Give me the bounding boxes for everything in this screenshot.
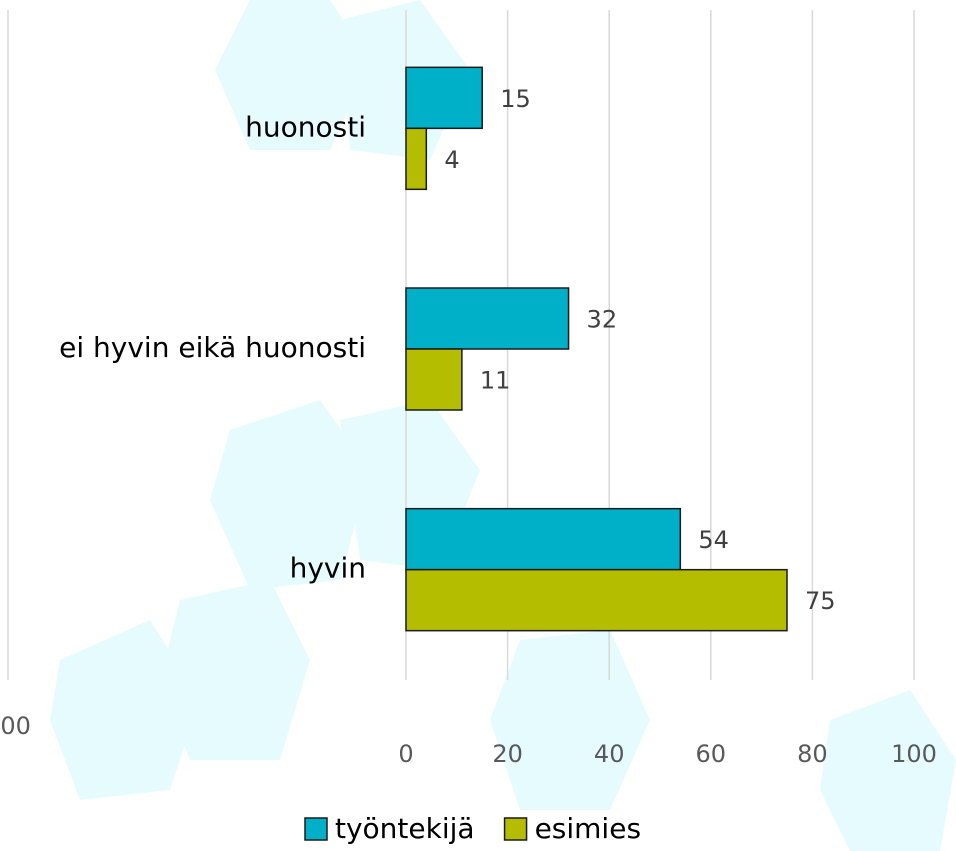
bar [406, 349, 462, 410]
legend-swatch [305, 818, 327, 840]
y-tick-label: huonosti [245, 110, 366, 143]
data-label: 15 [500, 85, 531, 113]
x-tick-label: 0 [398, 740, 413, 768]
page: 100 0 20 40 60 80 100 huonosti 15 4 ei hyvin eikä … [0, 0, 956, 851]
y-tick-label: ei hyvin eikä huonosti [59, 331, 366, 364]
data-label: 54 [698, 526, 729, 554]
data-label: 32 [587, 306, 618, 334]
bar [406, 570, 787, 631]
legend-label: työntekijä [335, 812, 475, 845]
background-hexagons [50, 0, 956, 851]
x-tick-label: 80 [797, 740, 828, 768]
x-tick-label: 100 [0, 712, 31, 740]
data-label: 75 [805, 587, 836, 615]
y-tick-label: hyvin [290, 552, 366, 585]
legend-label: esimies [535, 812, 641, 845]
bar [406, 128, 426, 189]
data-label: 11 [480, 367, 511, 395]
x-tick-label: 100 [891, 740, 937, 768]
bar [406, 288, 569, 349]
data-label: 4 [444, 146, 459, 174]
chart: 100 0 20 40 60 80 100 huonosti 15 4 ei hyvin eikä … [0, 0, 956, 851]
legend-swatch [505, 818, 527, 840]
x-tick-label: 20 [492, 740, 523, 768]
x-tick-label: 60 [696, 740, 727, 768]
x-tick-label: 40 [594, 740, 625, 768]
bar [406, 509, 680, 570]
bar [406, 67, 482, 128]
